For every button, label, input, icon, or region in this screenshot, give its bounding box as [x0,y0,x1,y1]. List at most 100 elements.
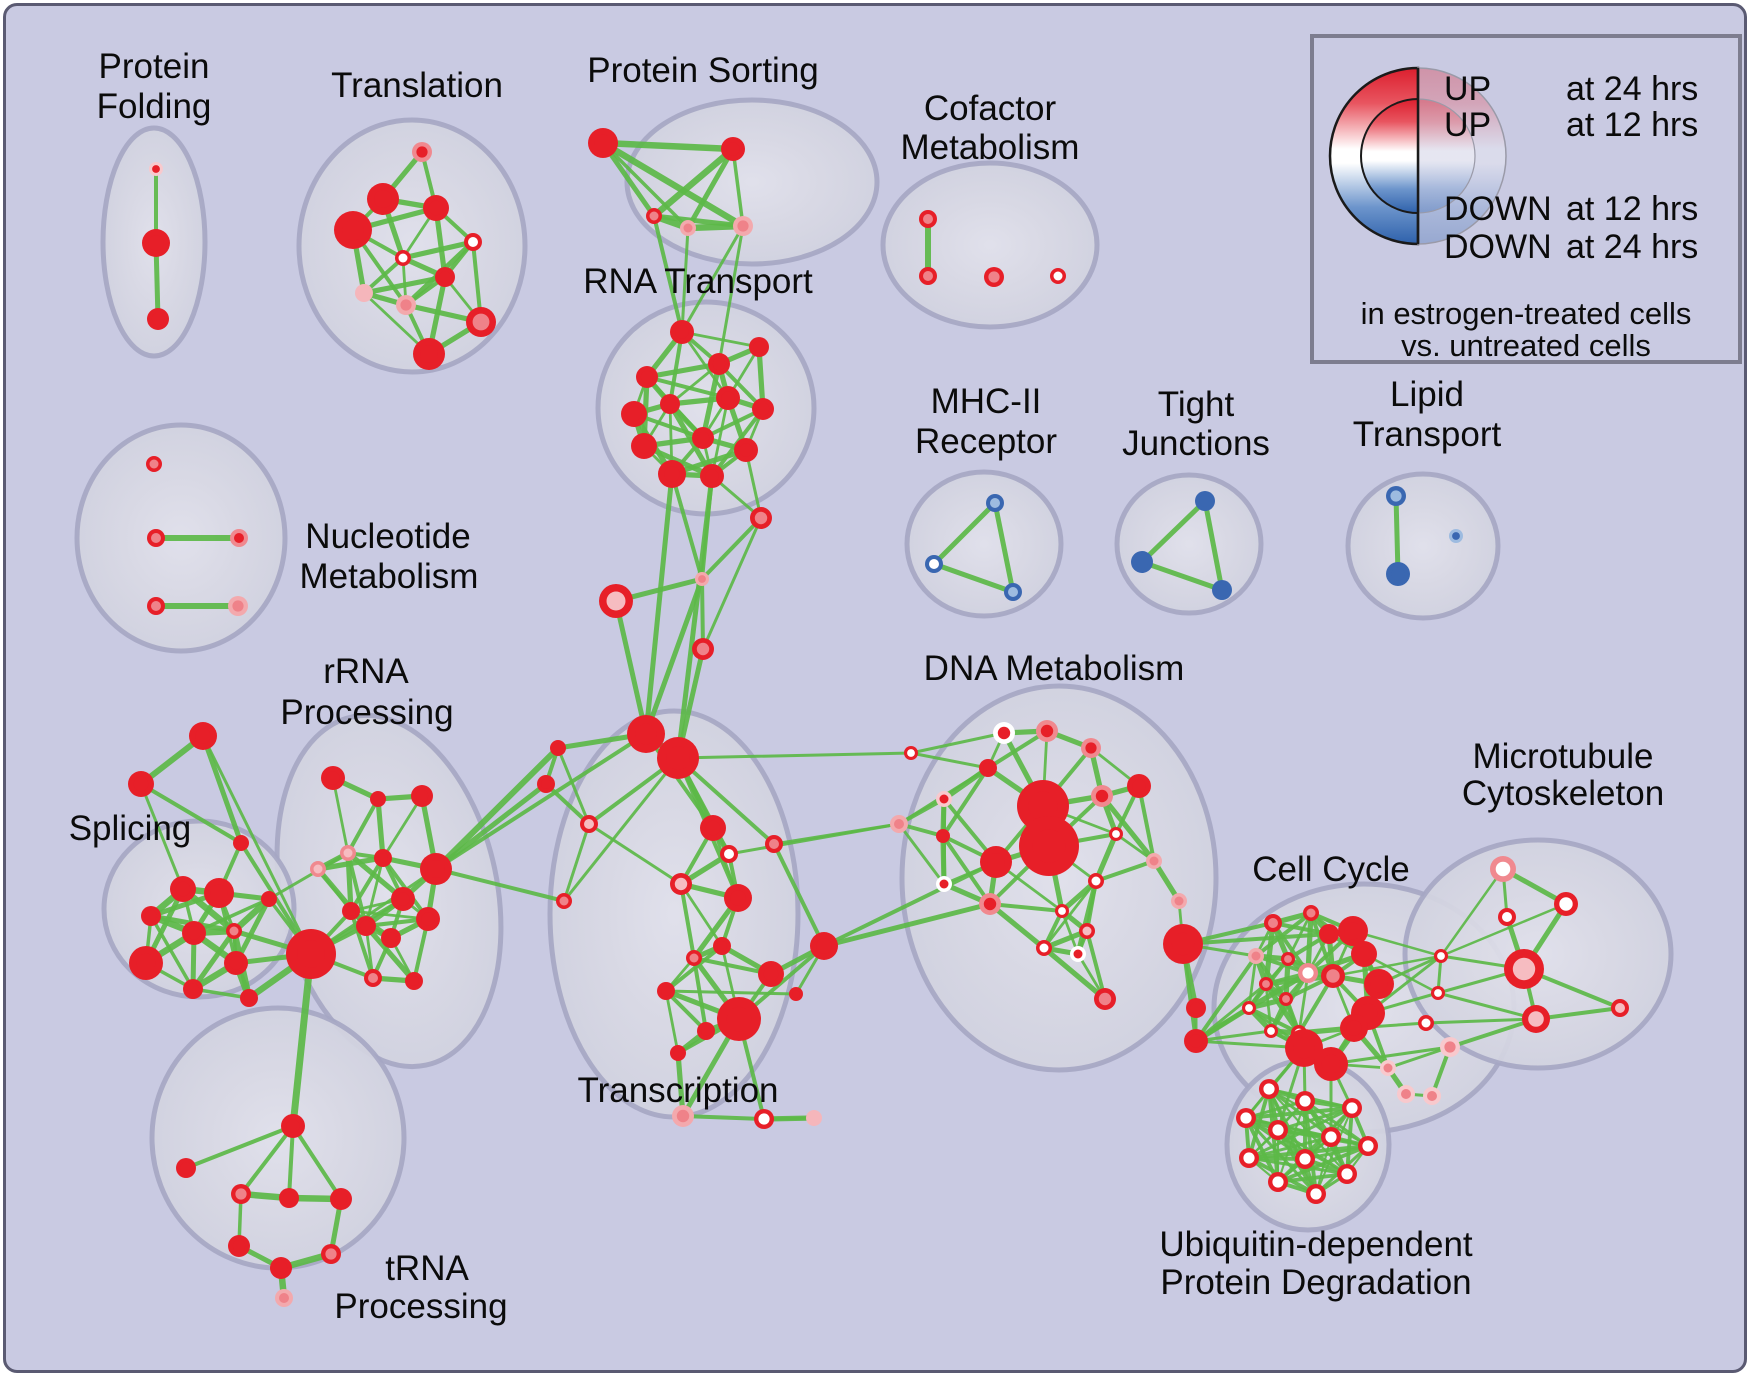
network-node-tri[interactable] [176,1158,196,1178]
network-node-nm1[interactable] [146,456,162,472]
network-node-m7[interactable] [1418,1015,1434,1031]
network-node-ub3[interactable] [1342,1098,1362,1118]
network-node-rr13[interactable] [405,972,423,990]
network-node-tn14[interactable] [806,1110,822,1126]
network-node-ps3[interactable] [646,208,662,224]
network-node-wc[interactable] [599,584,633,618]
network-node-sp7[interactable] [183,979,203,999]
network-node-ub2[interactable] [1295,1091,1315,1111]
network-node-mh3[interactable] [1004,583,1022,601]
network-node-d23[interactable] [1186,998,1206,1018]
network-node-nm5[interactable] [228,596,248,616]
network-node-rr12[interactable] [364,969,382,987]
network-node-cw[interactable] [904,746,918,760]
network-node-t9[interactable] [396,295,416,315]
network-node-cs[interactable] [789,987,803,1001]
network-node-lp3[interactable] [1449,529,1463,543]
network-node-nm2[interactable] [147,529,165,547]
network-node-d24[interactable] [1163,924,1203,964]
network-node-rr8[interactable] [391,887,415,911]
network-node-cf4[interactable] [1050,268,1066,284]
network-node-t8[interactable] [355,284,373,302]
network-node-hc[interactable] [765,835,783,853]
network-node-tn6[interactable] [713,937,731,955]
network-node-tx2[interactable] [279,1188,299,1208]
network-node-cc2[interactable] [1303,905,1319,921]
network-node-tj1[interactable] [1195,491,1215,511]
network-node-d3[interactable] [1081,738,1101,758]
network-node-rt9[interactable] [631,433,657,459]
network-node-cf3[interactable] [984,267,1004,287]
network-node-ps5[interactable] [733,216,753,236]
network-node-tx1[interactable] [231,1184,251,1204]
network-node-tn9[interactable] [717,997,761,1041]
network-node-rr14[interactable] [342,902,360,920]
network-node-cb[interactable] [810,932,838,960]
network-node-t4[interactable] [334,211,372,249]
network-node-m2[interactable] [1554,892,1578,916]
network-node-d18[interactable] [1036,940,1052,956]
network-node-cf2[interactable] [919,267,937,285]
network-node-tn8[interactable] [657,982,675,1000]
network-node-ub7[interactable] [1358,1136,1378,1156]
network-node-rr2[interactable] [370,791,386,807]
network-node-m11[interactable] [1611,999,1629,1017]
network-node-rt11[interactable] [734,438,758,462]
network-node-cc12[interactable] [1279,992,1293,1006]
network-node-sp10[interactable] [240,989,258,1007]
network-node-m5[interactable] [1434,949,1448,963]
network-node-d7[interactable] [1091,785,1113,807]
network-node-sp2[interactable] [170,876,196,902]
network-node-rt8[interactable] [752,398,774,420]
network-node-cc1[interactable] [1264,914,1282,932]
network-node-rr1[interactable] [321,766,345,790]
network-node-t5[interactable] [464,233,482,251]
network-node-rr6[interactable] [374,849,392,867]
network-node-ub1[interactable] [1259,1079,1279,1099]
network-node-d5[interactable] [936,791,952,807]
network-node-cc16[interactable] [1285,1029,1323,1067]
network-node-cf1[interactable] [919,210,937,228]
network-node-cc21[interactable] [1397,1085,1415,1103]
network-node-lp2[interactable] [1386,562,1410,586]
network-node-rr5[interactable] [310,861,326,877]
network-node-tj3[interactable] [1212,580,1232,600]
network-node-rt12[interactable] [658,460,686,488]
network-node-tn10[interactable] [697,1022,715,1040]
network-node-L3[interactable] [580,815,598,833]
network-node-ps2[interactable] [721,137,745,161]
network-node-ps1[interactable] [588,128,618,158]
network-node-mh1[interactable] [986,494,1004,512]
network-node-d21[interactable] [1171,893,1187,909]
network-node-pf3[interactable] [147,308,169,330]
network-node-ub12[interactable] [1306,1184,1326,1204]
network-node-rr11[interactable] [416,907,440,931]
network-node-ps4[interactable] [680,220,696,236]
network-node-tx3[interactable] [330,1188,352,1210]
network-node-tn11[interactable] [670,1045,686,1061]
network-node-pf2[interactable] [142,229,170,257]
network-node-sp9[interactable] [226,923,242,939]
network-node-tx6[interactable] [270,1257,292,1279]
network-node-d14[interactable] [979,893,1001,915]
network-node-sp6[interactable] [224,951,248,975]
network-node-d17[interactable] [1079,923,1095,939]
network-node-sp8[interactable] [261,891,277,907]
network-node-tg3[interactable] [233,835,249,851]
network-node-ub4[interactable] [1236,1108,1256,1128]
network-node-wb[interactable] [750,507,772,529]
network-node-rt5[interactable] [621,401,647,427]
network-node-rr10[interactable] [381,928,401,948]
network-node-cc17[interactable] [1314,1047,1348,1081]
network-node-tx4[interactable] [228,1235,250,1257]
network-node-t6[interactable] [395,250,411,266]
network-node-d11[interactable] [1109,827,1123,841]
network-node-d10[interactable] [980,846,1012,878]
network-node-m8[interactable] [1440,1037,1460,1057]
network-node-t2[interactable] [367,183,399,215]
network-node-trc[interactable] [281,1114,305,1138]
network-node-hb[interactable] [657,737,699,779]
network-node-rr4[interactable] [340,845,356,861]
network-node-pf1[interactable] [149,162,163,176]
network-node-cc19[interactable] [1340,1014,1368,1042]
